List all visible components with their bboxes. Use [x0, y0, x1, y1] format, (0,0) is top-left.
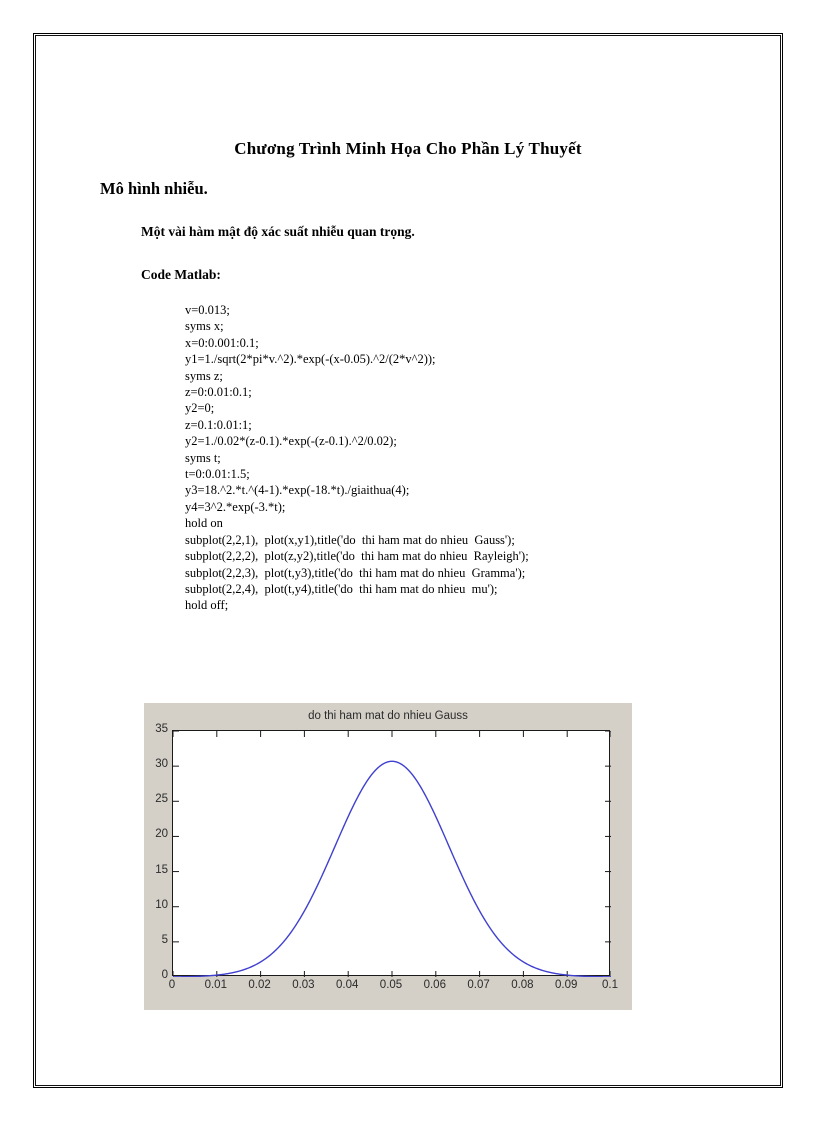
x-axis-tick-label: 0.1 [602, 979, 618, 991]
x-axis-tick-label: 0.07 [467, 979, 490, 991]
y-axis-tick-label: 20 [155, 828, 168, 841]
code-line: syms t; [185, 450, 221, 465]
x-axis-tick-label: 0.09 [554, 979, 578, 991]
page-border [33, 33, 783, 1088]
code-line: syms z; [185, 368, 223, 383]
page-title: Chương Trình Minh Họa Cho Phần Lý Thuyết [234, 139, 582, 158]
chart-title: do thi ham mat do nhieu Gauss [308, 710, 468, 722]
code-line: hold off; [185, 598, 229, 613]
code-line: y3=18.^2.*t.^(4-1).*exp(-18.*t)./giaithu… [185, 483, 410, 498]
x-axis-tick-label: 0.04 [335, 979, 359, 991]
x-axis-tick-label: 0.08 [511, 979, 534, 991]
code-line: syms x; [185, 319, 224, 334]
y-axis-tick-label: 25 [155, 793, 168, 806]
y-axis-tick-label: 5 [161, 933, 168, 946]
x-axis-tick-label: 0.03 [292, 979, 315, 991]
matlab-figure: do thi ham mat do nhieu Gauss 0 5 10 15 20 25… [144, 703, 632, 1010]
code-line: y1=1./sqrt(2*pi*v.^2).*exp(-(x-0.05).^2/… [185, 352, 436, 367]
code-line: v=0.013; [185, 303, 230, 317]
section-heading: Mô hình nhiễu. [100, 179, 208, 198]
code-line: subplot(2,2,4), plot(t,y4),title('do thi… [185, 581, 498, 596]
code-line: y2=0; [185, 401, 215, 416]
code-line: t=0:0.01:1.5; [185, 467, 250, 482]
code-line: subplot(2,2,3), plot(t,y3),title('do thi… [185, 565, 526, 580]
code-line: z=0.1:0.01:1; [185, 417, 252, 432]
y-axis-tick-label: 10 [155, 898, 168, 911]
code-line: y4=3^2.*exp(-3.*t); [185, 499, 286, 514]
y-axis-tick-label: 15 [155, 863, 168, 876]
x-axis-tick-label: 0.06 [423, 979, 446, 991]
x-axis-tick-label: 0 [168, 979, 176, 991]
plot-curve [173, 731, 611, 977]
code-line: y2=1./0.02*(z-0.1).*exp(-(z-0.1).^2/0.02… [185, 434, 397, 449]
code-line: hold on [185, 516, 223, 531]
x-axis-tick-label: 0.02 [248, 979, 271, 991]
matlab-code-block: v=0.013; syms x; x=0:0.001:0.1; y1=1./sqrt(… [185, 302, 529, 614]
code-label: Code Matlab: [141, 267, 221, 282]
intro-paragraph: Một vài hàm mật độ xác suất nhiễu quan t… [141, 224, 415, 239]
y-axis-tick-label: 0 [161, 969, 168, 981]
code-line: x=0:0.001:0.1; [185, 335, 259, 350]
code-line: subplot(2,2,2), plot(z,y2),title('do thi… [185, 549, 529, 564]
code-line: subplot(2,2,1), plot(x,y1),title('do thi… [185, 532, 515, 547]
code-line: z=0:0.01:0.1; [185, 385, 252, 400]
x-axis-tick-label: 0.05 [379, 979, 403, 991]
y-axis-tick-label: 35 [155, 723, 168, 735]
x-axis-tick-label: 0.01 [204, 979, 227, 991]
y-axis-tick-label: 30 [155, 758, 168, 771]
plot-area [172, 730, 611, 977]
